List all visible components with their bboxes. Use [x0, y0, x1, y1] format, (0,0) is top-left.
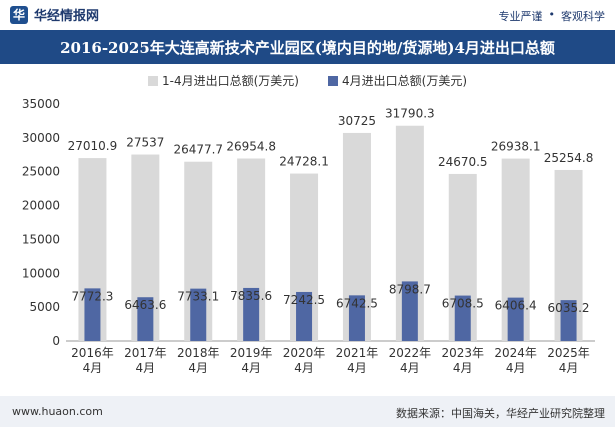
x-tick-label: 4月: [241, 361, 261, 375]
bar-chart: 1-4月进出口总额(万美元) 4月进出口总额(万美元) 0 5000 10000 1500…: [22, 74, 595, 375]
bar-april: [137, 297, 154, 341]
y-tick-label: 0: [52, 334, 60, 348]
y-tick-label: 10000: [22, 266, 60, 280]
data-label-1-4-month: 26938.1: [491, 140, 541, 154]
logo[interactable]: 华 华经情报网: [10, 5, 99, 24]
chart-title: 2016-2025年大连高新技术产业园区(境内目的地/货源地)4月进出口总额: [60, 38, 555, 57]
bar-april: [507, 297, 524, 341]
tag-1: 专业严谨: [498, 10, 543, 23]
y-tick-label: 15000: [22, 232, 60, 246]
logo-icon: 华: [10, 5, 28, 24]
data-label-april: 7772.3: [71, 289, 113, 303]
bar-april: [84, 288, 101, 341]
legend-label-1: 1-4月进出口总额(万美元): [162, 74, 299, 88]
x-tick-label: 4月: [400, 361, 420, 375]
data-label-april: 7835.6: [230, 289, 272, 303]
dot-icon: •: [548, 8, 556, 21]
data-label-april: 6463.6: [124, 298, 166, 312]
x-tick-label: 4月: [83, 361, 103, 375]
x-tick-label: 4月: [347, 361, 367, 375]
legend-swatch-1: [148, 76, 158, 86]
data-label-april: 7242.5: [283, 293, 325, 307]
x-tick-label: 4月: [136, 361, 156, 375]
data-label-1-4-month: 24728.1: [279, 155, 329, 169]
y-tick-label: 25000: [22, 165, 60, 179]
x-tick-label: 4月: [188, 361, 208, 375]
x-tick-label: 2025年: [547, 346, 590, 360]
data-label-april: 6708.5: [442, 297, 484, 311]
legend-label-2: 4月进出口总额(万美元): [342, 74, 467, 88]
x-tick-label: 2016年: [71, 346, 114, 360]
y-tick-label: 5000: [29, 300, 60, 314]
data-label-1-4-month: 27010.9: [68, 139, 118, 153]
data-label-1-4-month: 31790.3: [385, 107, 435, 121]
data-label-1-4-month: 27537: [126, 136, 164, 150]
title-bar: 2016-2025年大连高新技术产业园区(境内目的地/货源地)4月进出口总额: [0, 30, 615, 64]
x-tick-label: 2019年: [230, 346, 273, 360]
y-tick-label: 35000: [22, 97, 60, 111]
bar-april: [243, 287, 260, 341]
x-tick-label: 4月: [453, 361, 473, 375]
data-label-1-4-month: 26477.7: [173, 143, 223, 157]
data-label-1-4-month: 25254.8: [544, 151, 594, 165]
bar-april: [348, 295, 365, 341]
top-bar: 华 华经情报网 专业严谨 • 客观科学: [0, 0, 615, 30]
x-tick-label: 2024年: [494, 346, 537, 360]
x-tick-label: 2021年: [336, 346, 379, 360]
data-label-april: 6406.4: [495, 299, 537, 313]
x-tick-label: 4月: [559, 361, 579, 375]
y-tick-label: 30000: [22, 131, 60, 145]
data-label-april: 6035.2: [548, 301, 590, 315]
tag-2: 客观科学: [561, 10, 605, 23]
legend-swatch-2: [328, 76, 338, 86]
data-label-1-4-month: 26954.8: [226, 139, 276, 153]
bar-april: [454, 295, 471, 341]
data-label-april: 7733.1: [177, 290, 219, 304]
x-tick-label: 4月: [506, 361, 526, 375]
bar-april: [190, 288, 207, 341]
footer: www.huaon.com 数据来源：中国海关，华经产业研究院整理: [0, 396, 615, 427]
x-tick-label: 2020年: [283, 346, 326, 360]
data-label-april: 6742.5: [336, 296, 378, 310]
data-label-april: 8798.7: [389, 282, 431, 296]
bar-april: [401, 281, 418, 341]
footer-url[interactable]: www.huaon.com: [12, 405, 103, 418]
x-tick-label: 4月: [294, 361, 314, 375]
x-tick-label: 2022年: [389, 346, 432, 360]
x-tick-label: 2023年: [441, 346, 484, 360]
x-tick-label: 2018年: [177, 346, 220, 360]
bar-april: [560, 300, 577, 341]
x-tick-label: 2017年: [124, 346, 167, 360]
footer-source: 数据来源：中国海关，华经产业研究院整理: [396, 407, 605, 420]
slogan-tags: 专业严谨 • 客观科学: [499, 8, 606, 24]
logo-text: 华经情报网: [34, 9, 100, 24]
data-label-1-4-month: 30725: [338, 114, 376, 128]
bar-april: [296, 291, 313, 341]
data-label-1-4-month: 24670.5: [438, 155, 488, 169]
y-tick-label: 20000: [22, 199, 60, 213]
